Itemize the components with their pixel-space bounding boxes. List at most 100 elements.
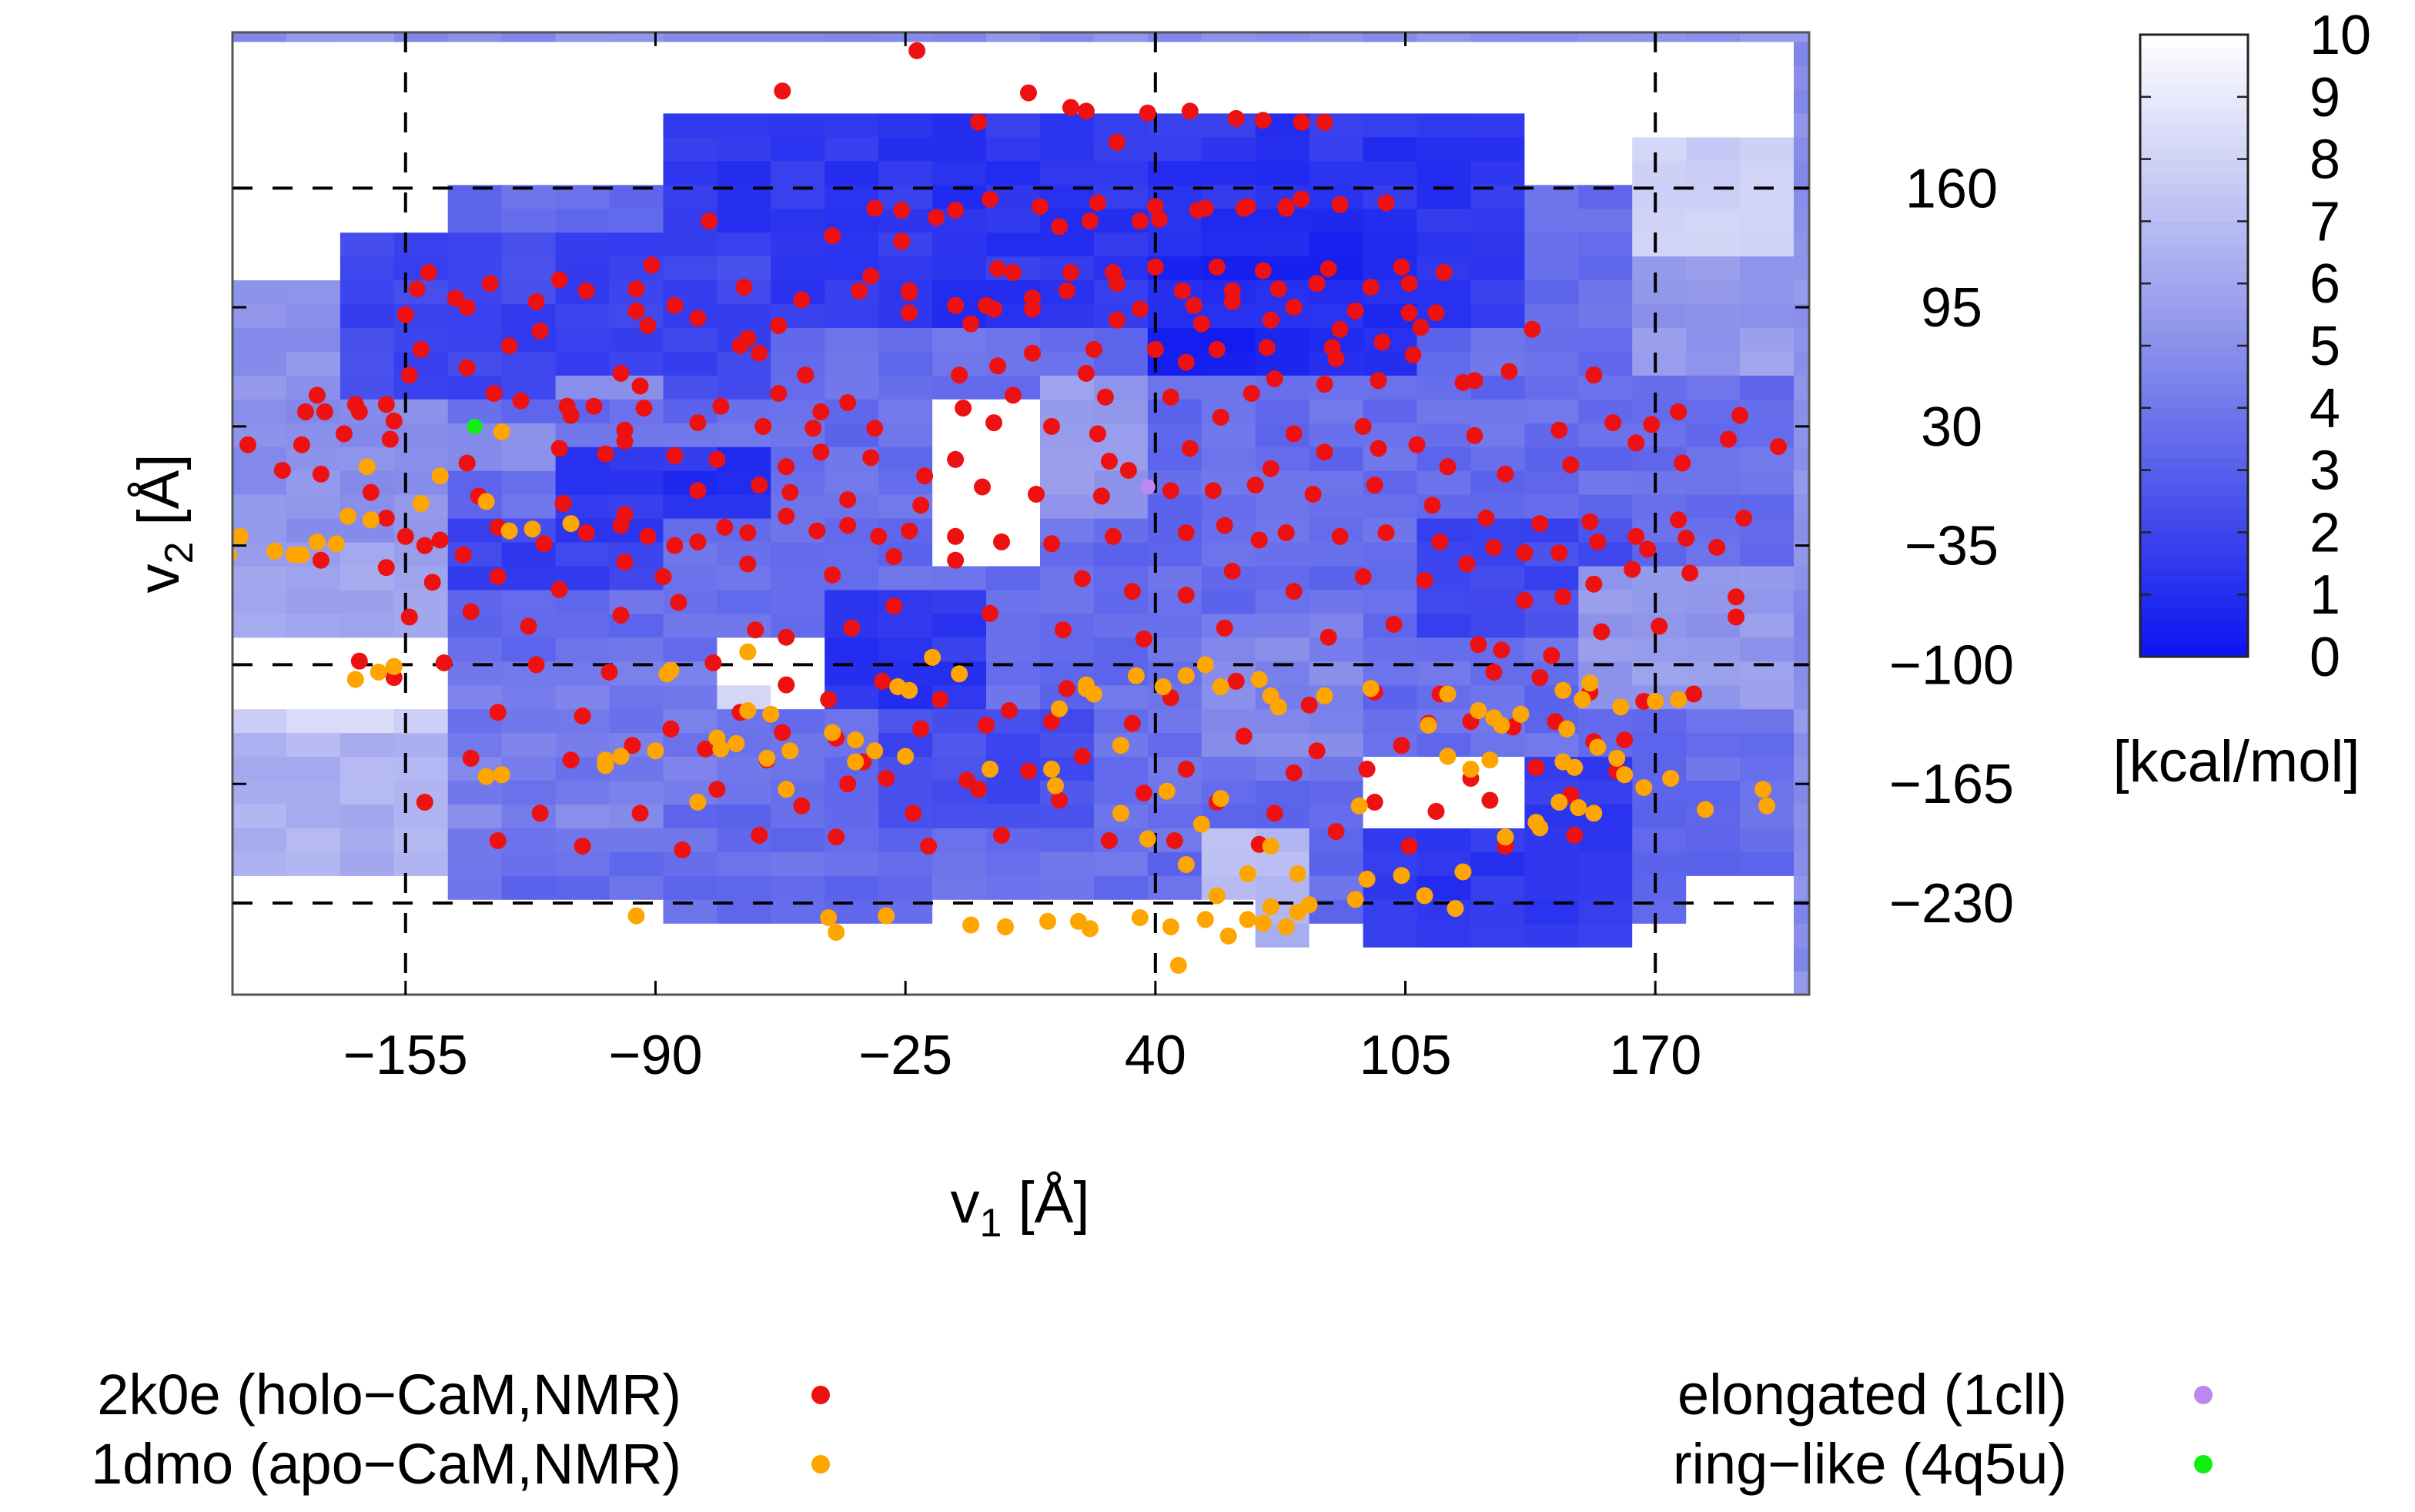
heatmap-cell — [232, 732, 287, 758]
point-2k0e — [1331, 196, 1349, 213]
heatmap-cell — [447, 136, 503, 162]
heatmap-cell — [1417, 399, 1471, 423]
point-1dmo — [1289, 865, 1306, 882]
heatmap-cell — [1740, 971, 1795, 995]
point-1dmo — [308, 533, 326, 550]
point-1dmo — [1277, 918, 1295, 935]
heatmap-cell — [1040, 41, 1095, 66]
heatmap-cell — [232, 828, 287, 852]
point-2k0e — [535, 535, 553, 553]
heatmap-cell — [286, 112, 341, 138]
legend-label: elongated (1cll) — [1677, 1363, 2067, 1427]
point-2k0e — [1320, 628, 1337, 646]
heatmap-cell — [232, 327, 287, 352]
heatmap-cell — [1794, 565, 1809, 590]
heatmap-cell — [1309, 423, 1364, 447]
point-2k0e — [1177, 353, 1195, 371]
colorbar-band — [2140, 320, 2248, 334]
colorbar-band — [2140, 507, 2248, 520]
colorbar-tick-label: 10 — [2310, 5, 2371, 66]
heatmap-cell — [1740, 923, 1795, 948]
point-2k0e — [1493, 641, 1510, 659]
point-2k0e — [1077, 364, 1095, 382]
heatmap-cell — [663, 41, 717, 66]
point-2k0e — [458, 299, 476, 316]
point-2k0e — [932, 691, 949, 708]
heatmap-cell — [1147, 32, 1202, 42]
heatmap-cell — [501, 41, 557, 66]
heatmap-cell — [447, 208, 503, 233]
heatmap-cell — [825, 41, 879, 66]
heatmap-cell — [771, 160, 825, 186]
point-2k0e — [674, 841, 691, 858]
heatmap-cell — [1470, 875, 1525, 900]
point-2k0e — [901, 304, 918, 322]
heatmap-cell — [932, 565, 987, 590]
point-2k0e — [1728, 608, 1745, 626]
point-2k0e — [731, 337, 749, 355]
point-2k0e — [751, 826, 768, 844]
point-2k0e — [1627, 527, 1645, 545]
heatmap-cell — [878, 327, 933, 352]
point-2k0e — [1208, 340, 1226, 358]
heatmap-cell — [555, 160, 610, 186]
heatmap-cell — [1794, 232, 1809, 257]
point-2k0e — [1527, 758, 1545, 776]
point-2k0e — [489, 704, 507, 721]
point-1dmo — [1239, 911, 1256, 928]
heatmap-cell — [555, 136, 610, 162]
heatmap-cell — [1417, 160, 1471, 186]
heatmap-cell — [555, 851, 610, 876]
heatmap-cell — [717, 41, 771, 66]
heatmap-cell — [286, 351, 341, 376]
point-2k0e — [1731, 406, 1749, 424]
point-2k0e — [851, 282, 868, 299]
point-2k0e — [1331, 320, 1349, 338]
heatmap-cell — [1686, 780, 1741, 805]
point-2k0e — [1454, 373, 1472, 391]
heatmap-cell — [825, 351, 879, 376]
heatmap-cell — [447, 637, 503, 662]
heatmap-cell — [393, 423, 449, 447]
point-2k0e — [1470, 636, 1487, 654]
heatmap-cell — [1093, 684, 1149, 710]
point-2k0e — [1412, 319, 1430, 336]
colorbar-band — [2140, 283, 2248, 296]
point-2k0e — [778, 676, 795, 694]
heatmap-cell — [1578, 851, 1633, 876]
heatmap-cell — [1740, 208, 1795, 233]
heatmap-cell — [932, 89, 987, 114]
point-2k0e — [454, 546, 472, 564]
colorbar-tick-label: 6 — [2310, 253, 2340, 315]
heatmap-cell — [1363, 971, 1418, 995]
heatmap-cell — [232, 32, 287, 42]
colorbar-band — [2140, 631, 2248, 645]
point-2k0e — [1277, 524, 1295, 541]
heatmap-cell — [447, 684, 503, 710]
point-2k0e — [312, 551, 329, 569]
colorbar-tick-label: 3 — [2310, 440, 2340, 502]
point-2k0e — [1150, 210, 1168, 228]
point-2k0e — [408, 280, 426, 298]
heatmap-cell — [825, 804, 879, 828]
colorbar-band — [2140, 47, 2248, 60]
colorbar-band — [2140, 296, 2248, 309]
heatmap-cell — [1040, 32, 1095, 42]
x-axis-label: v1 [Å] — [951, 1170, 1090, 1246]
point-2k0e — [1358, 761, 1376, 778]
heatmap-cell — [340, 756, 395, 781]
heatmap-cell — [1201, 160, 1256, 186]
point-1dmo — [1758, 797, 1776, 815]
heatmap-cell — [717, 136, 771, 162]
point-2k0e — [381, 430, 399, 448]
heatmap-cell — [1309, 971, 1364, 995]
heatmap-cell — [340, 112, 395, 138]
point-1dmo — [1416, 887, 1433, 905]
heatmap-cell — [232, 971, 287, 995]
heatmap-cell — [340, 637, 395, 662]
heatmap-cell — [501, 89, 557, 114]
point-2k0e — [666, 537, 684, 554]
point-2k0e — [1285, 583, 1303, 600]
point-2k0e — [870, 527, 888, 545]
heatmap-cell — [1794, 327, 1809, 352]
